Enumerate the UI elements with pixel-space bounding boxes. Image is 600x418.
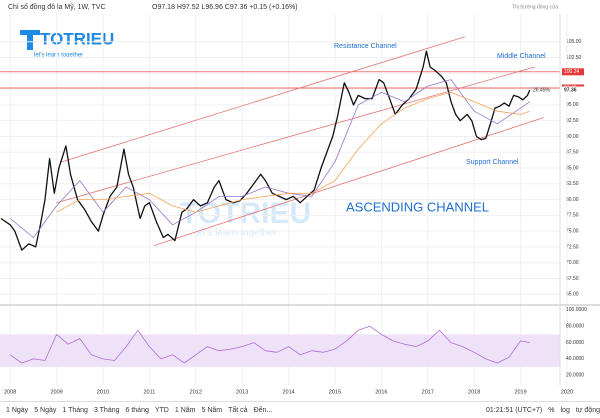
last-price-tag (562, 86, 584, 94)
channel-line (60, 36, 466, 163)
range-button[interactable]: Đến... (253, 406, 273, 414)
chart: Chỉ số đồng đô la Mỹ, 1W, TVC O97.18 H97… (0, 2, 600, 395)
watermark-name: TOTRIEU (180, 197, 311, 230)
logo-name: TOTRIEU (40, 29, 114, 48)
range-button[interactable]: 5 Ngày (34, 406, 57, 414)
y-tick-label: 67.50 (566, 276, 579, 282)
last-price-label: 97.36 (564, 87, 577, 93)
watermark-slogan: let's learn together (195, 228, 278, 239)
series-line (0, 50, 531, 251)
y-tick-label: 95.00 (566, 102, 579, 108)
scale-option[interactable]: tự động (575, 406, 600, 414)
logo: TOTRIEU let's learn together (20, 29, 114, 59)
range-button[interactable]: 6 tháng (125, 406, 149, 414)
series-line (9, 79, 531, 238)
scale-option[interactable]: log (560, 406, 570, 414)
clock[interactable]: 01:21:51 (UTC+7) (486, 406, 543, 414)
y-tick-label: 92.50 (566, 118, 579, 124)
channel-label: Support Channel (466, 159, 519, 166)
y-tick-label: 90.00 (566, 134, 579, 140)
change-note: 26.45% (533, 87, 551, 93)
range-button[interactable]: YTD (154, 406, 169, 414)
x-tick-label: 2016 (375, 389, 387, 395)
y-tick-label: 87.50 (566, 150, 579, 156)
x-tick-label: 2013 (236, 389, 248, 395)
x-tick-label: 2010 (97, 389, 109, 395)
y-tick-label: 82.50 (566, 181, 579, 187)
range-button[interactable]: 3 Tháng (93, 406, 120, 414)
x-tick-label: 2018 (468, 389, 480, 395)
y-tick-label: 80.0000 (566, 324, 584, 330)
footer: 1 Ngày 5 Ngày 1 Tháng 3 Tháng 6 tháng YTD 1 Nă… (0, 401, 600, 418)
y-tick-label: 65.00 (566, 292, 579, 298)
y-tick-label: 102.50 (566, 55, 582, 61)
market-status: Thị trường đóng cửa (512, 3, 558, 10)
y-tick-label: 40.0000 (566, 356, 584, 362)
range-button[interactable]: 1 Ngày (6, 406, 29, 414)
y-tick-label: 60.0000 (566, 340, 584, 346)
x-tick-label: 2014 (282, 389, 294, 395)
logo-icon (27, 30, 33, 50)
watermark: TOTRIEU let's learn together (180, 197, 311, 239)
x-tick-label: 2009 (50, 389, 62, 395)
x-tick-label: 2008 (4, 389, 16, 395)
y-tick-label: 80.00 (566, 197, 579, 203)
logo-slogan: let's learn together (34, 53, 83, 59)
y-tick-label: 72.50 (566, 244, 579, 250)
channel-label: Middle Channel (497, 53, 546, 60)
y-tick-label: 20.0000 (566, 373, 584, 379)
x-tick-label: 2012 (190, 389, 202, 395)
scale-option[interactable]: % (548, 406, 555, 414)
chart-title: ASCENDING CHANNEL (346, 199, 489, 214)
channel-line (153, 117, 544, 247)
x-tick-label: 2017 (422, 389, 434, 395)
series-line (9, 325, 530, 364)
x-tick-label: 2011 (143, 389, 155, 395)
range-button[interactable]: 1 Năm (174, 406, 196, 414)
price-tag-label: 100.24 (564, 69, 580, 75)
series-line (56, 91, 530, 213)
y-tick-label: 100.0000 (566, 307, 587, 313)
channel-label: Resistance Channel (334, 43, 397, 50)
y-tick-label: 77.50 (566, 213, 579, 219)
y-tick-label: 70.00 (566, 260, 579, 266)
range-button[interactable]: Tất cả (228, 406, 248, 414)
y-tick-label: 75.00 (566, 228, 579, 234)
y-tick-label: 85.00 (566, 165, 579, 171)
price-tag (562, 68, 584, 76)
symbol: Chỉ số đồng đô la Mỹ, 1W, TVC (8, 2, 106, 11)
channel-line (56, 66, 535, 204)
ohlc: O97.18 H97.52 L96.96 C97.36 +0.15 (+0.16… (152, 4, 298, 11)
y-tick-label: 105.00 (566, 39, 582, 45)
x-tick-label: 2019 (514, 389, 526, 395)
range-button[interactable]: 5 Năm (201, 406, 223, 414)
x-tick-label: 2015 (329, 389, 341, 395)
range-button[interactable]: 1 Tháng (62, 406, 88, 414)
x-tick-label: 2020 (561, 389, 573, 395)
